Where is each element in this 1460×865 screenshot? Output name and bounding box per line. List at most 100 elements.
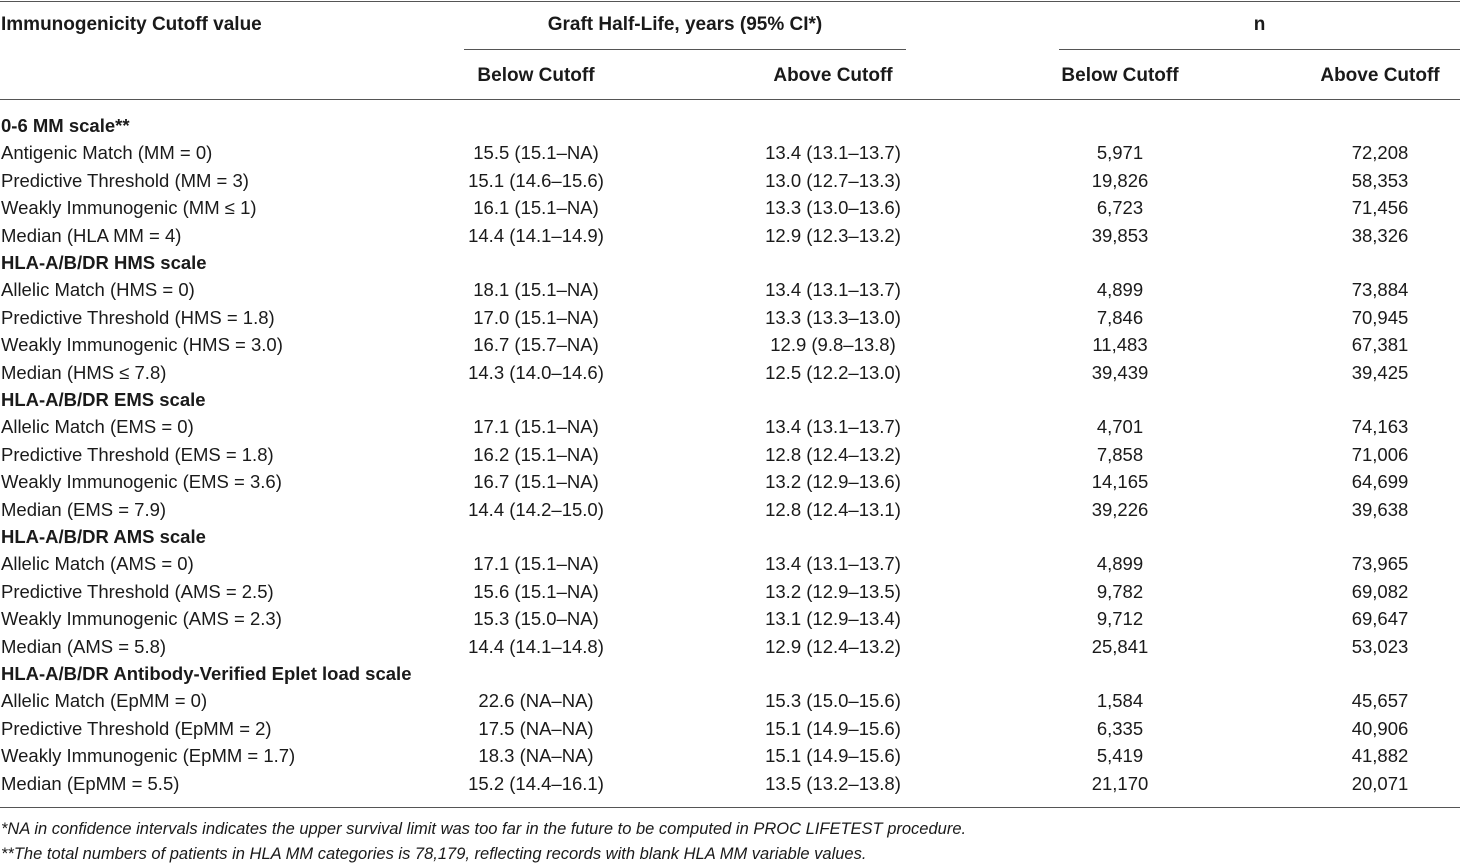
- row-label: Antigenic Match (MM = 0): [1, 142, 213, 164]
- half-life-above-cell: 13.0 (12.7–13.3): [765, 169, 901, 191]
- n-above-cell: 73,884: [1351, 279, 1409, 301]
- n-above-cell: 38,326: [1351, 224, 1409, 246]
- n-above-cell: 71,006: [1351, 443, 1409, 465]
- footnote-1: *NA in confidence intervals indicates th…: [1, 820, 967, 838]
- table-row: Median (HMS ≤ 7.8) 14.3 (14.0–14.6) 12.5 (…: [0, 359, 1460, 386]
- half-life-above-cell: 13.3 (13.3–13.0): [765, 306, 901, 328]
- half-life-below-cell: 18.3 (NA–NA): [478, 745, 594, 767]
- half-life-above-cell: 13.4 (13.1–13.7): [765, 279, 901, 301]
- table-row: Predictive Threshold (EMS = 1.8) 16.2 (15…: [0, 441, 1460, 468]
- n-above-cell: 40,906: [1351, 717, 1409, 739]
- n-below-cell: 7,858: [1096, 443, 1144, 465]
- half-life-below-cell: 16.1 (15.1–NA): [473, 197, 599, 219]
- n-below-cell: 19,826: [1091, 169, 1149, 191]
- half-life-above-cell: 13.4 (13.1–13.7): [765, 416, 901, 438]
- half-life-above-cell: 12.9 (12.4–13.2): [765, 635, 901, 657]
- half-life-below-cell: 15.6 (15.1–NA): [473, 580, 599, 602]
- section-title: HLA-A/B/DR EMS scale: [1, 389, 206, 410]
- n-above-cell: 20,071: [1351, 772, 1409, 794]
- half-life-above-cell: 15.3 (15.0–15.6): [765, 690, 901, 712]
- half-life-below-cell: 14.4 (14.1–14.9): [468, 224, 604, 246]
- row-label: Median (AMS = 5.8): [1, 635, 167, 657]
- half-life-above-cell: 12.9 (9.8–13.8): [770, 334, 896, 356]
- half-life-below-cell: 17.1 (15.1–NA): [473, 416, 599, 438]
- n-above-cell: 64,699: [1351, 471, 1409, 493]
- n-above-cell: 69,082: [1351, 580, 1409, 602]
- section-header: HLA-A/B/DR EMS scale: [0, 386, 1460, 413]
- n-below-cell: 7,846: [1096, 306, 1144, 328]
- n-below-cell: 25,841: [1091, 635, 1149, 657]
- n-above-cell: 39,638: [1351, 498, 1409, 520]
- half-life-above-cell: 12.5 (12.2–13.0): [765, 361, 901, 383]
- half-life-above-cell: 12.9 (12.3–13.2): [765, 224, 901, 246]
- half-life-above-cell: 12.8 (12.4–13.1): [765, 498, 901, 520]
- row-label: Weakly Immunogenic (EpMM = 1.7): [1, 745, 296, 767]
- row-label: Predictive Threshold (AMS = 2.5): [1, 580, 274, 602]
- row-label: Predictive Threshold (EMS = 1.8): [1, 443, 274, 465]
- header-n-below: Below Cutoff: [1061, 65, 1179, 86]
- section-header: HLA-A/B/DR HMS scale: [0, 249, 1460, 276]
- n-below-cell: 21,170: [1091, 772, 1149, 794]
- section-header: 0-6 MM scale**: [0, 112, 1460, 139]
- table-row: Median (AMS = 5.8) 14.4 (14.1–14.8) 12.9 (…: [0, 633, 1460, 660]
- table-row: Weakly Immunogenic (MM ≤ 1) 16.1 (15.1–NA…: [0, 194, 1460, 221]
- section-header: HLA-A/B/DR AMS scale: [0, 523, 1460, 550]
- n-below-cell: 4,701: [1096, 416, 1144, 438]
- row-label: Weakly Immunogenic (HMS = 3.0): [1, 334, 283, 356]
- n-below-cell: 4,899: [1096, 279, 1144, 301]
- table-row: Allelic Match (EpMM = 0) 22.6 (NA–NA) 15.3…: [0, 687, 1460, 714]
- half-life-above-cell: 13.3 (13.0–13.6): [765, 197, 901, 219]
- top-rule: [0, 1, 1460, 2]
- half-life-below-cell: 16.2 (15.1–NA): [473, 443, 599, 465]
- half-life-below-cell: 14.3 (14.0–14.6): [468, 361, 604, 383]
- half-life-below-cell: 15.5 (15.1–NA): [473, 142, 599, 164]
- n-below-cell: 14,165: [1091, 471, 1149, 493]
- table-row: Median (EMS = 7.9) 14.4 (14.2–15.0) 12.8 (…: [0, 496, 1460, 523]
- table-row: Allelic Match (EMS = 0) 17.1 (15.1–NA) 13.…: [0, 413, 1460, 440]
- table-row: Weakly Immunogenic (AMS = 2.3) 15.3 (15.0…: [0, 605, 1460, 632]
- half-life-below-cell: 16.7 (15.1–NA): [473, 471, 599, 493]
- row-label: Median (HMS ≤ 7.8): [1, 361, 167, 383]
- n-above-cell: 39,425: [1351, 361, 1409, 383]
- header-hl-above: Above Cutoff: [773, 65, 893, 86]
- n-below-cell: 4,899: [1096, 553, 1144, 575]
- table-row: Median (EpMM = 5.5) 15.2 (14.4–16.1) 13.5 …: [0, 770, 1460, 797]
- n-above-cell: 70,945: [1351, 306, 1409, 328]
- n-below-cell: 39,226: [1091, 498, 1149, 520]
- row-label: Predictive Threshold (MM = 3): [1, 169, 249, 191]
- n-below-cell: 5,419: [1096, 745, 1144, 767]
- n-below-cell: 6,723: [1096, 197, 1144, 219]
- header-n-above: Above Cutoff: [1320, 65, 1440, 86]
- n-below-cell: 5,971: [1096, 142, 1144, 164]
- group-rule-half-life: [464, 49, 906, 50]
- n-below-cell: 9,782: [1096, 580, 1144, 602]
- n-above-cell: 45,657: [1351, 690, 1409, 712]
- n-above-cell: 72,208: [1351, 142, 1409, 164]
- group-rule-n: [1059, 49, 1460, 50]
- n-above-cell: 67,381: [1351, 334, 1409, 356]
- half-life-below-cell: 14.4 (14.2–15.0): [468, 498, 604, 520]
- row-label: Weakly Immunogenic (MM ≤ 1): [1, 197, 257, 219]
- row-label: Weakly Immunogenic (AMS = 2.3): [1, 608, 282, 630]
- half-life-below-cell: 17.1 (15.1–NA): [473, 553, 599, 575]
- n-below-cell: 11,483: [1092, 334, 1148, 356]
- half-life-above-cell: 13.4 (13.1–13.7): [765, 142, 901, 164]
- row-label: Predictive Threshold (HMS = 1.8): [1, 306, 275, 328]
- row-label: Allelic Match (HMS = 0): [1, 279, 195, 301]
- row-label: Median (EMS = 7.9): [1, 498, 167, 520]
- row-label: Weakly Immunogenic (EMS = 3.6): [1, 471, 282, 493]
- n-below-cell: 6,335: [1096, 717, 1144, 739]
- table-row: Allelic Match (HMS = 0) 18.1 (15.1–NA) 13.…: [0, 276, 1460, 303]
- table-row: Median (HLA MM = 4) 14.4 (14.1–14.9) 12.9 …: [0, 222, 1460, 249]
- table-row: Predictive Threshold (HMS = 1.8) 17.0 (15…: [0, 304, 1460, 331]
- table-row: Weakly Immunogenic (EpMM = 1.7) 18.3 (NA–…: [0, 742, 1460, 769]
- n-above-cell: 53,023: [1351, 635, 1409, 657]
- half-life-below-cell: 15.3 (15.0–NA): [473, 608, 599, 630]
- half-life-below-cell: 15.1 (14.6–15.6): [468, 169, 604, 191]
- half-life-below-cell: 18.1 (15.1–NA): [473, 279, 599, 301]
- section-header: HLA-A/B/DR Antibody-Verified Eplet load …: [0, 660, 1460, 687]
- n-above-cell: 69,647: [1351, 608, 1409, 630]
- n-below-cell: 39,853: [1091, 224, 1149, 246]
- row-label: Allelic Match (AMS = 0): [1, 553, 194, 575]
- table-row: Predictive Threshold (EpMM = 2) 17.5 (NA–…: [0, 715, 1460, 742]
